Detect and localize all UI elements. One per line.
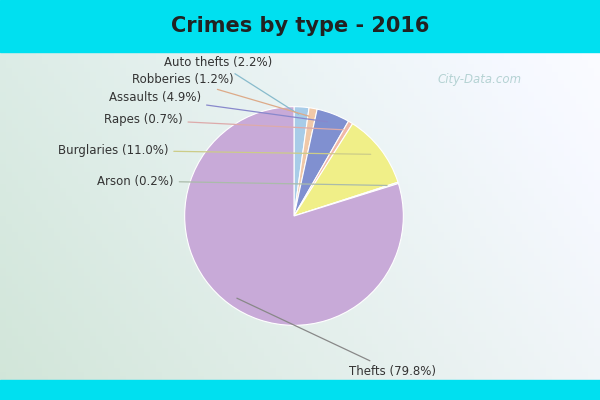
Bar (0, 380, 600, 400)
Wedge shape (294, 107, 309, 216)
Text: City-Data.com: City-Data.com (438, 74, 522, 86)
Text: Arson (0.2%): Arson (0.2%) (97, 174, 387, 188)
Wedge shape (294, 121, 353, 216)
Text: Robberies (1.2%): Robberies (1.2%) (132, 73, 309, 116)
Wedge shape (294, 109, 349, 216)
Text: Crimes by type - 2016: Crimes by type - 2016 (171, 16, 429, 36)
Text: Rapes (0.7%): Rapes (0.7%) (104, 113, 343, 130)
Text: Thefts (79.8%): Thefts (79.8%) (237, 298, 436, 378)
Wedge shape (294, 108, 317, 216)
Bar (0, 0, 600, 52)
Text: Auto thefts (2.2%): Auto thefts (2.2%) (164, 56, 299, 114)
Text: Burglaries (11.0%): Burglaries (11.0%) (58, 144, 371, 157)
Wedge shape (294, 182, 398, 216)
Wedge shape (185, 107, 403, 325)
Text: Assaults (4.9%): Assaults (4.9%) (109, 92, 328, 122)
Wedge shape (294, 124, 398, 216)
